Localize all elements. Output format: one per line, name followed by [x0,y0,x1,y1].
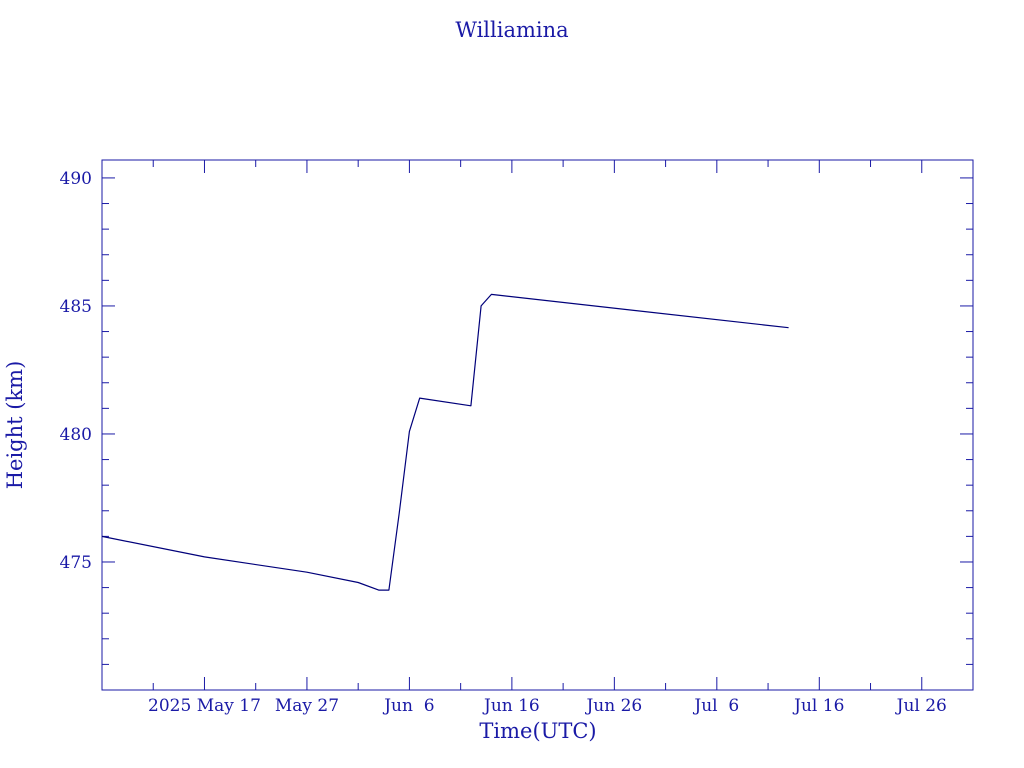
x-tick-label: May 27 [275,696,339,716]
plot-frame [101,159,974,691]
y-tick-label: 480 [60,425,92,445]
y-tick-label: 475 [60,553,92,573]
series-line [101,293,789,591]
x-tick-label: Jul 16 [792,696,844,716]
series-layer [101,293,789,591]
y-axis-label: Height (km) [3,361,27,490]
y-tick-label: 490 [60,169,92,189]
x-axis-label: Time(UTC) [479,719,596,743]
chart-title: Williamina [455,18,568,42]
x-tick-label: Jun 6 [382,696,434,716]
x-tick-label: Jun 16 [482,696,540,716]
x-tick-label: Jun 26 [584,696,642,716]
x-tick-label: Jul 26 [895,696,947,716]
x-tick-label: 2025 May 17 [148,696,261,716]
x-tick-label: Jul 6 [692,696,739,716]
x-axis-ticks: 2025 May 17 May 27 Jun 6 Jun 16 Jun 26 Jul 6 J… [101,160,974,716]
y-tick-label: 485 [60,297,92,317]
y-axis-ticks: 475 480 485 490 [60,169,973,691]
